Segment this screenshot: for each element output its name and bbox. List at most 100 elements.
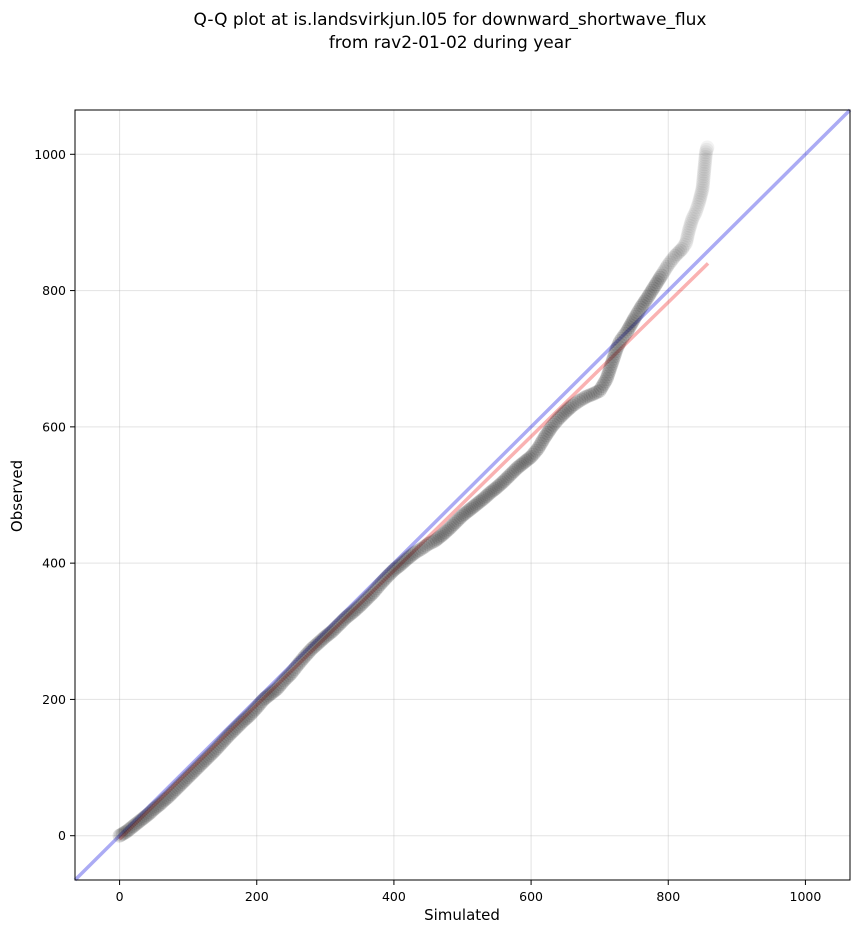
quantile-point [576, 391, 591, 406]
quantile-point [330, 619, 345, 634]
quantile-point [145, 803, 160, 818]
quantile-point [299, 647, 314, 662]
quantile-point [679, 233, 694, 248]
quantile-point [333, 615, 348, 630]
quantile-point [162, 788, 177, 803]
quantile-point [280, 669, 295, 684]
quantile-point [606, 351, 621, 366]
quantile-point [520, 452, 535, 467]
quantile-point [482, 485, 497, 500]
quantile-point [669, 247, 684, 262]
quantile-point [212, 739, 227, 754]
quantile-point [694, 183, 709, 198]
quantile-point [512, 459, 527, 474]
quantile-point [676, 239, 691, 254]
quantile-point [629, 307, 644, 322]
quantile-point [698, 154, 713, 169]
quantile-point [236, 714, 251, 729]
quantile-point [472, 494, 487, 509]
plot-area-frame [74, 109, 851, 881]
quantile-point [554, 408, 569, 423]
quantile-point [690, 200, 705, 215]
quantile-point [695, 178, 710, 193]
quantile-point [689, 202, 704, 217]
quantile-point [206, 744, 221, 759]
quantile-point [640, 290, 655, 305]
quantile-point [261, 688, 276, 703]
quantile-point [146, 802, 161, 817]
quantile-point [381, 568, 396, 583]
quantile-point [602, 364, 617, 379]
quantile-point [469, 497, 484, 512]
quantile-point [578, 389, 593, 404]
quantile-point [256, 692, 271, 707]
quantile-point [443, 520, 458, 535]
quantile-point [553, 409, 568, 424]
quantile-point [677, 237, 692, 252]
quantile-point [607, 349, 622, 364]
quantile-point [356, 595, 371, 610]
quantile-point [548, 415, 563, 430]
quantile-point [172, 778, 187, 793]
quantile-point [696, 169, 711, 184]
quantile-point [628, 309, 643, 324]
quantile-point [612, 336, 627, 351]
quantile-point [366, 585, 381, 600]
quantile-point [671, 245, 686, 260]
quantile-point [661, 257, 676, 272]
quantile-point [433, 529, 448, 544]
quantile-point [340, 609, 355, 624]
quantile-point [613, 334, 628, 348]
quantile-point [574, 392, 589, 407]
quantile-point [605, 354, 620, 369]
quantile-point [445, 518, 460, 533]
quantile-point [371, 579, 386, 594]
quantile-point [697, 159, 712, 174]
x-tick-label: 600 [519, 889, 543, 904]
quantile-point [496, 474, 511, 489]
quantile-point [191, 759, 206, 774]
quantile-point [543, 421, 558, 436]
quantile-point [272, 679, 287, 694]
quantile-point [347, 603, 362, 618]
quantile-point [624, 316, 639, 331]
quantile-point [373, 577, 388, 592]
quantile-point [500, 470, 515, 485]
quantile-point [143, 805, 158, 820]
quantile-point [309, 637, 324, 652]
quantile-point [646, 281, 661, 296]
quantile-point [395, 555, 410, 570]
quantile-point [138, 809, 153, 824]
quantile-point [696, 176, 710, 191]
x-axis-label: Simulated [424, 906, 500, 924]
quantile-point [537, 430, 552, 445]
quantile-point [572, 393, 587, 408]
quantile-point [230, 719, 245, 734]
quantile-point [335, 614, 350, 629]
quantile-point [668, 248, 683, 263]
quantile-point [515, 456, 530, 471]
quantile-point [633, 300, 648, 315]
quantile-point [160, 790, 175, 805]
quantile-point [176, 775, 191, 790]
quantile-point [681, 223, 696, 238]
quantile-point [618, 326, 633, 341]
quantile-point [129, 816, 144, 831]
y-axis-label: Observed [8, 460, 26, 532]
quantile-point [418, 538, 433, 553]
y-tick-label: 1000 [34, 147, 66, 162]
quantile-point [648, 277, 663, 292]
quantile-point [189, 761, 204, 776]
quantile-point [541, 423, 556, 438]
y-tick-label: 200 [42, 692, 66, 707]
quantile-point [532, 439, 547, 454]
quantile-point [196, 754, 211, 769]
quantile-point [642, 288, 657, 303]
quantile-point [218, 731, 233, 746]
quantile-point [477, 490, 492, 505]
quantile-point [616, 329, 631, 344]
quantile-point [644, 283, 659, 298]
quantile-point [248, 702, 263, 717]
quantile-point [332, 617, 347, 632]
quantile-point [294, 653, 309, 668]
